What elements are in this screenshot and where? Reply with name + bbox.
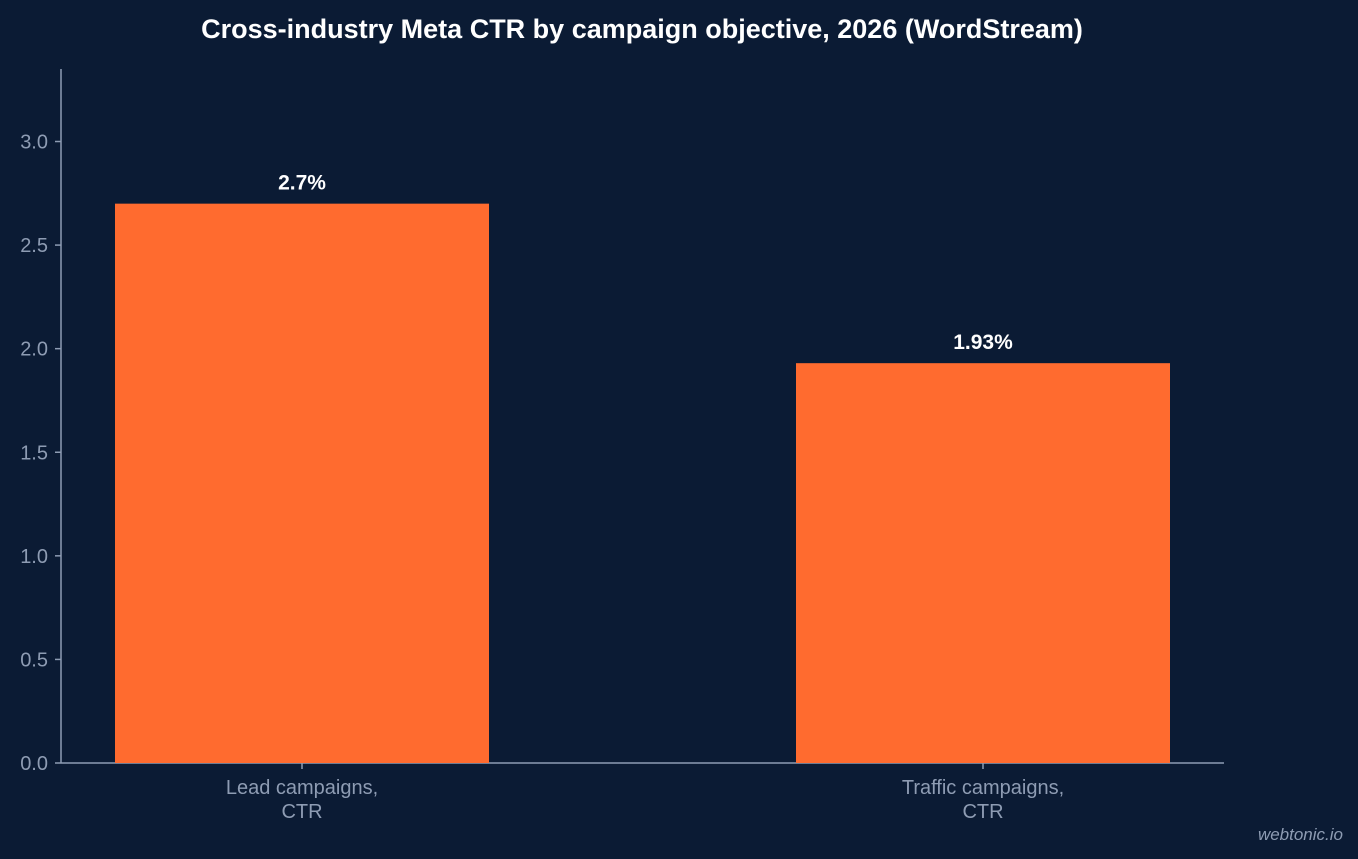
x-tick-label: Lead campaigns, CTR [226, 777, 378, 823]
x-tick-label-line: CTR [281, 801, 322, 823]
x-tick-label-line: CTR [962, 801, 1003, 823]
data-labels-group: 2.7% 1.93% [278, 172, 1013, 355]
x-tick-label: Traffic campaigns, CTR [902, 777, 1064, 823]
watermark: webtonic.io [1258, 825, 1343, 844]
chart-title: Cross-industry Meta CTR by campaign obje… [201, 14, 1083, 44]
data-label: 2.7% [278, 172, 326, 195]
x-tick-label-line: Lead campaigns, [226, 777, 378, 799]
bar [115, 203, 489, 763]
y-tick-label: 1.0 [20, 546, 48, 568]
y-tick-label: 3.0 [20, 132, 48, 154]
bar [796, 363, 1170, 763]
y-tick-label: 2.5 [20, 235, 48, 257]
y-tick-label: 0.5 [20, 649, 48, 671]
x-tick-label-line: Traffic campaigns, [902, 777, 1064, 799]
bars-group [115, 203, 1170, 763]
data-label: 1.93% [953, 331, 1013, 354]
y-tick-label: 2.0 [20, 339, 48, 361]
y-axis-ticks: 0.0 0.5 1.0 1.5 2.0 2.5 3.0 [20, 132, 61, 775]
y-tick-label: 0.0 [20, 753, 48, 775]
y-tick-label: 1.5 [20, 442, 48, 464]
